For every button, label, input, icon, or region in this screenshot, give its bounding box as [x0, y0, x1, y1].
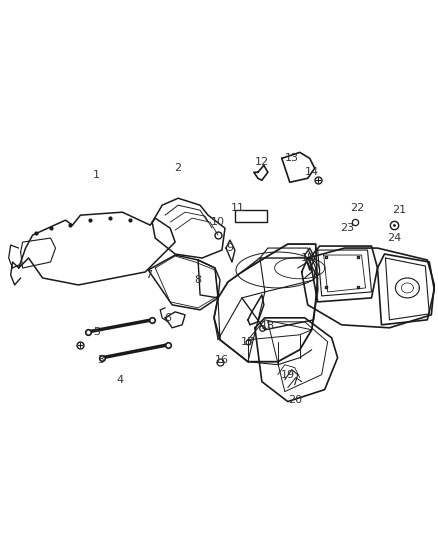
Text: 14: 14: [305, 167, 319, 177]
Text: 7: 7: [145, 270, 152, 280]
Text: 22: 22: [350, 203, 365, 213]
Text: 12: 12: [255, 157, 269, 167]
Text: 21: 21: [392, 205, 406, 215]
Text: 4: 4: [117, 375, 124, 385]
Text: 8: 8: [194, 275, 201, 285]
Text: 10: 10: [211, 217, 225, 227]
Text: 24: 24: [387, 233, 402, 243]
Text: 9: 9: [226, 243, 233, 253]
Text: 15: 15: [301, 253, 315, 263]
Text: 6: 6: [165, 313, 172, 323]
Text: 5: 5: [93, 327, 100, 337]
Text: 23: 23: [340, 223, 355, 233]
Text: 17: 17: [241, 337, 255, 347]
Text: 16: 16: [215, 354, 229, 365]
Text: 18: 18: [261, 321, 275, 331]
Text: 3: 3: [97, 354, 104, 365]
Text: 20: 20: [288, 394, 302, 405]
Text: 19: 19: [281, 370, 295, 379]
Text: 11: 11: [231, 203, 245, 213]
Text: 1: 1: [93, 170, 100, 180]
Text: 2: 2: [175, 163, 182, 173]
Text: 13: 13: [285, 154, 299, 163]
